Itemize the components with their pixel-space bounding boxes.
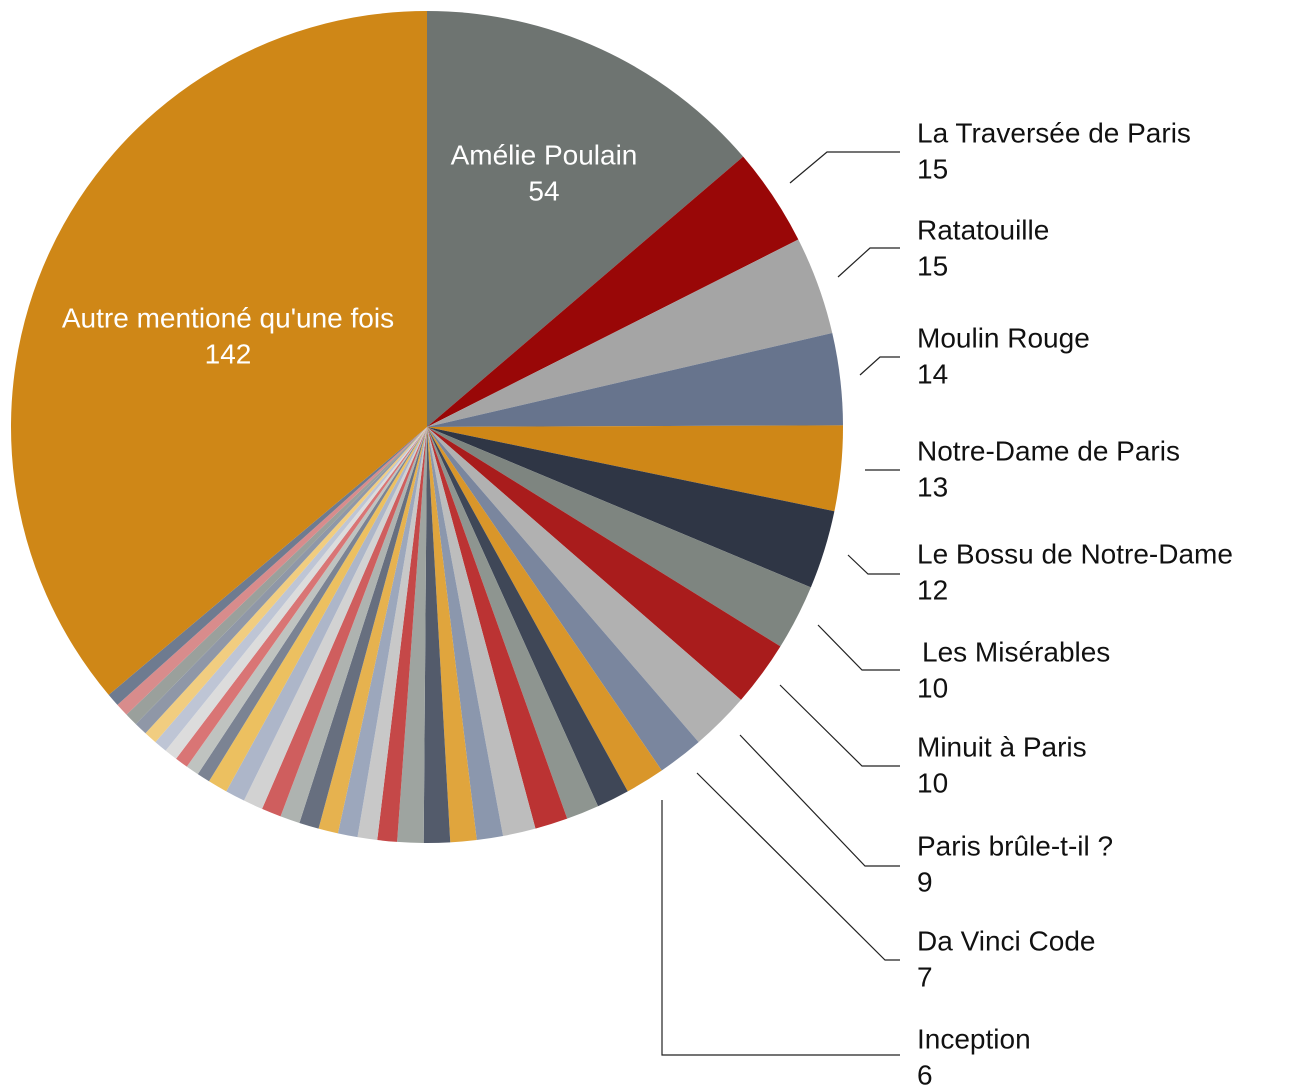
pie-slice	[243, 427, 427, 809]
slice-label: Moulin Rouge	[917, 322, 1090, 353]
pie-slice	[108, 427, 427, 705]
pie-slice	[135, 427, 427, 734]
leader-line	[837, 247, 900, 278]
pie-slice	[117, 427, 428, 715]
pie-slice	[427, 427, 781, 700]
pie-slice	[397, 427, 427, 843]
pie-slice	[209, 427, 427, 792]
pie-slice	[186, 427, 427, 775]
leader-line	[817, 624, 900, 671]
pie-slice	[299, 427, 427, 829]
pie-slice	[427, 427, 811, 647]
pie-slice	[427, 156, 799, 427]
pie-slice	[165, 427, 427, 759]
leader-line	[847, 554, 900, 575]
pie-slice	[427, 427, 628, 807]
pie-slice	[145, 427, 427, 743]
leader-line	[779, 684, 900, 767]
pie-slice	[427, 427, 536, 836]
slice-value: 12	[917, 574, 948, 605]
pie-slice	[427, 425, 843, 512]
pie-slice	[427, 427, 835, 588]
pie-slice	[427, 427, 477, 843]
slice-label: Ratatouille	[917, 214, 1049, 245]
pie-slice	[427, 427, 741, 743]
pie-slice	[427, 427, 599, 819]
slice-label: Da Vinci Code	[917, 925, 1095, 956]
pie-slice	[262, 427, 427, 817]
pie-slice	[155, 427, 427, 751]
pie-slice	[176, 427, 427, 767]
pie-slice	[427, 333, 843, 427]
leader-line	[789, 151, 900, 184]
pie-slice	[427, 427, 699, 771]
pie-slice	[423, 427, 451, 843]
slice-label: Notre-Dame de Paris	[917, 435, 1180, 466]
pie-slice	[427, 427, 504, 841]
leader-line	[661, 800, 900, 1056]
pie-slice	[427, 427, 568, 829]
slice-label: Le Bossu de Notre-Dame	[917, 538, 1233, 569]
pie-slice	[427, 239, 833, 427]
slice-value: 7	[917, 961, 933, 992]
pie-slice	[357, 427, 427, 841]
slice-label: Amélie Poulain	[451, 139, 638, 170]
pie-slice	[10, 11, 427, 695]
pie-slice	[318, 427, 427, 834]
slice-label: Autre mentioné qu'une fois	[62, 302, 394, 333]
leader-line	[739, 734, 900, 867]
leader-line	[859, 356, 900, 376]
pie-slice	[280, 427, 427, 823]
pie-slice	[226, 427, 427, 801]
pie-slice	[197, 427, 427, 782]
pie-slice	[377, 427, 427, 842]
pie-slice	[427, 427, 662, 792]
slice-value: 6	[917, 1059, 933, 1090]
slice-label: Paris brûle-t-il ?	[917, 830, 1113, 861]
pie-slice	[427, 11, 744, 427]
slice-value: 13	[917, 471, 948, 502]
pie-slice	[337, 427, 427, 838]
slice-value: 142	[205, 338, 252, 369]
slice-value: 54	[528, 175, 559, 206]
slice-value: 15	[917, 250, 948, 281]
slice-label: Les Misérables	[922, 636, 1110, 667]
slice-value: 10	[917, 672, 948, 703]
slice-label: La Traversée de Paris	[917, 117, 1191, 148]
leader-line	[696, 772, 900, 961]
slice-label: Minuit à Paris	[917, 731, 1087, 762]
slice-value: 9	[917, 866, 933, 897]
slice-value: 14	[917, 358, 948, 389]
slice-label: Inception	[917, 1023, 1031, 1054]
pie-slice	[126, 427, 428, 725]
slice-value: 10	[917, 767, 948, 798]
slice-value: 15	[917, 153, 948, 184]
